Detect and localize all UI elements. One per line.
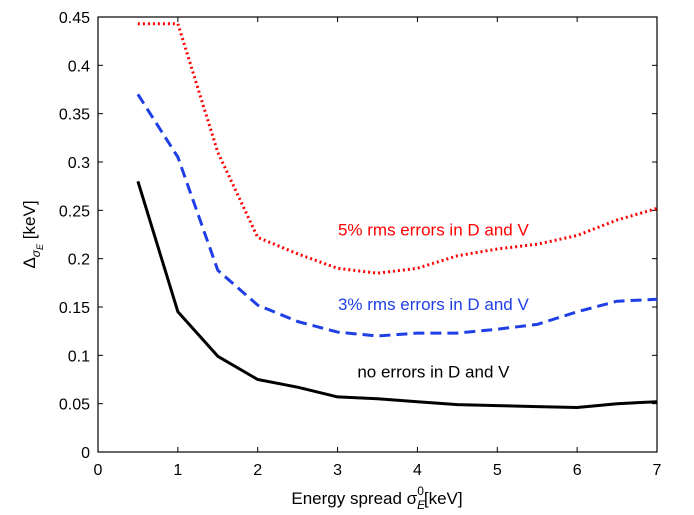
y-axis-title-subsub: E [35,243,45,250]
y-tick-label: 0.35 [59,107,90,124]
y-tick-label: 0.05 [59,397,90,414]
axis-ticks: 0 1 2 3 4 5 6 7 0 0.05 0.1 0.15 0.2 0.25 0.3 0.35 0.4 0.4… [59,10,662,479]
x-tick-label: 3 [333,462,342,479]
y-tick-label: 0 [81,445,90,462]
y-tick-label: 0.25 [59,203,90,220]
x-tick-label: 0 [94,462,103,479]
series-line-2 [136,93,658,338]
plot-area [97,16,658,453]
series-line-3 [136,180,658,409]
y-axis-title-unit: [keV] [20,200,39,243]
series-annotation-1: 5% rms errors in D and V [338,220,529,239]
x-tick-label: 1 [173,462,182,479]
x-tick-label: 5 [493,462,502,479]
x-tick-label: 4 [413,462,422,479]
y-tick-label: 0.45 [59,10,90,27]
y-tick-label: 0.4 [68,58,90,75]
y-tick-label: 0.1 [68,348,90,365]
y-tick-label: 0.15 [59,300,90,317]
series-lines [136,22,658,409]
series-annotation-2: 3% rms errors in D and V [338,295,529,314]
annotations: 5% rms errors in D and V 3% rms errors in… [338,220,529,381]
y-axis-title-text: Δ [20,257,39,268]
y-axis-title: ΔσE [keV] [20,200,45,268]
y-tick-label: 0.3 [68,155,90,172]
x-axis-title-unit: [keV] [424,489,463,508]
y-axis-title-sub: σ [29,249,43,257]
x-tick-label: 6 [573,462,582,479]
y-tick-label: 0.2 [68,252,90,269]
series-annotation-3: no errors in D and V [357,363,510,382]
x-tick-label: 2 [253,462,262,479]
series-line-1 [137,22,658,275]
x-axis-title-sup: 0 [417,484,424,498]
x-axis-title-text: Energy spread σ [291,489,417,508]
x-tick-label: 7 [653,462,662,479]
x-axis-title: Energy spread σE0[keV] [291,484,462,512]
x-axis-title-sub: E [417,498,426,512]
